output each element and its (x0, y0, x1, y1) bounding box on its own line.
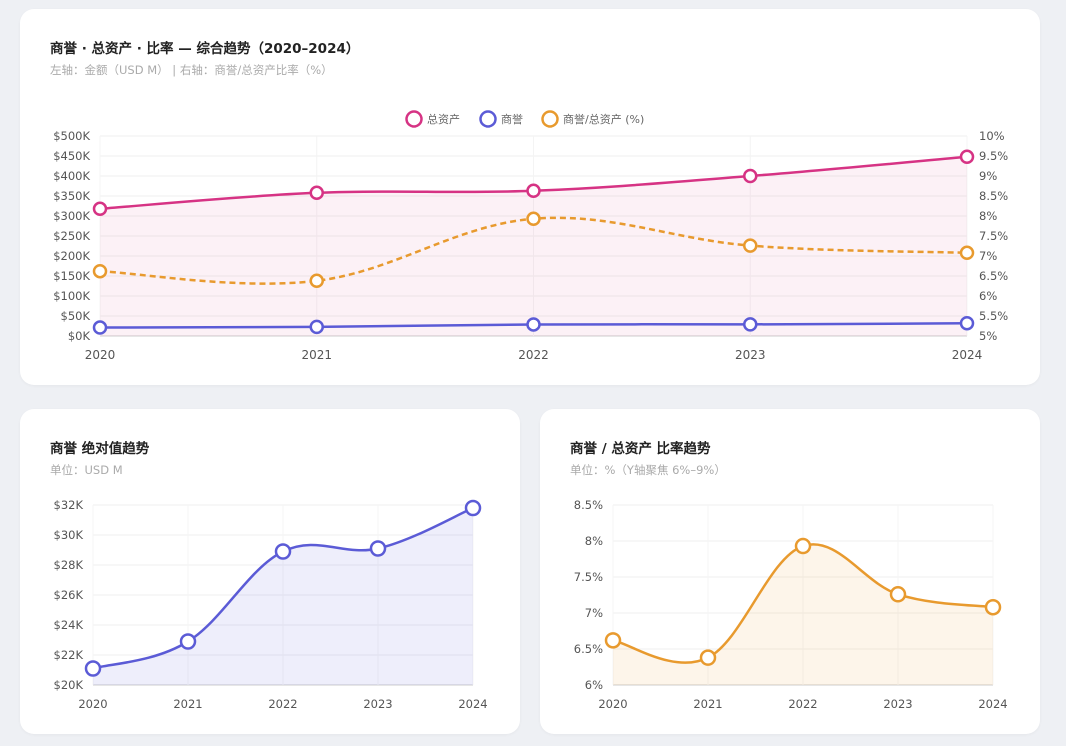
series-area (100, 156, 967, 336)
x-tick-label: 2020 (78, 697, 107, 711)
legend-item: 总资产 (405, 110, 460, 128)
y-left-tick-label: $500K (53, 129, 90, 143)
data-point (794, 537, 812, 555)
data-point (743, 168, 758, 184)
x-tick-label: 2024 (978, 697, 1007, 711)
y-left-tick-label: $250K (53, 229, 90, 243)
series-area (613, 544, 993, 685)
y-tick-label: 6.5% (574, 642, 603, 656)
y-tick-label: $32K (54, 498, 84, 512)
y-right-tick-label: 8% (979, 209, 997, 223)
y-right-tick-label: 8.5% (979, 189, 1008, 203)
y-right-tick-label: 6.5% (979, 269, 1008, 283)
y-right-tick-label: 7.5% (979, 229, 1008, 243)
x-tick-label: 2022 (788, 697, 817, 711)
goodwill-chart-subtitle: 单位：USD M (50, 463, 123, 477)
data-point (959, 149, 975, 165)
goodwill-trend-chart: $20K $22K $24K $26K $28K $30K $32K 2020 2021 2022… (54, 498, 488, 711)
data-point (526, 211, 541, 227)
data-point (309, 185, 324, 201)
data-point (699, 649, 717, 666)
data-point (179, 633, 197, 650)
goodwill-chart-title: 商誉 绝对值趋势 (50, 441, 150, 457)
data-point (526, 183, 541, 199)
y-tick-label: $24K (54, 618, 84, 632)
legend-marker (405, 110, 423, 128)
x-tick-label: 2023 (735, 348, 766, 362)
y-tick-label: 7% (585, 606, 603, 620)
data-point (464, 499, 482, 517)
y-right-tick-label: 5% (979, 329, 997, 343)
y-right-tick-label: 10% (979, 129, 1005, 143)
y-left-tick-label: $200K (53, 249, 90, 263)
data-point (984, 598, 1002, 616)
y-right-tick-label: 5.5% (979, 309, 1008, 323)
ratio-trend-chart: 6% 6.5% 7% 7.5% 8% 8.5% 2020 2021 2022 2023 2024 (574, 498, 1008, 711)
data-point (743, 317, 758, 332)
ratio-trend-card: 商誉 / 总资产 比率趋势 单位：%（Y轴聚焦 6%–9%） 6% 6.5% 7% 7… (540, 409, 1040, 734)
y-tick-label: $22K (54, 648, 84, 662)
data-point (309, 319, 324, 335)
x-tick-label: 2023 (883, 697, 912, 711)
y-left-tick-label: $0K (68, 329, 91, 343)
y-tick-label: 6% (585, 678, 603, 692)
ratio-chart-title: 商誉 / 总资产 比率趋势 (570, 441, 711, 457)
y-right-tick-label: 7% (979, 249, 997, 263)
data-point (274, 543, 292, 560)
y-tick-label: 8.5% (574, 498, 603, 512)
y-left-tick-label: $450K (53, 149, 90, 163)
y-left-tick-label: $50K (61, 309, 91, 323)
data-point (743, 238, 758, 253)
data-point (92, 201, 108, 217)
legend-marker (541, 110, 559, 128)
legend-item: 商誉/总资产 (%) (541, 110, 644, 128)
y-right-tick-label: 9.5% (979, 149, 1008, 163)
y-right-tick-label: 6% (979, 289, 997, 303)
x-tick-label: 2024 (458, 697, 487, 711)
data-point (92, 263, 108, 279)
combined-trend-card: 商誉 · 总资产 · 比率 — 综合趋势（2020–2024） 左轴：金额（US… (20, 9, 1040, 385)
y-tick-label: $30K (54, 528, 84, 542)
ratio-chart-subtitle: 单位：%（Y轴聚焦 6%–9%） (570, 463, 726, 477)
combined-chart-subtitle: 左轴：金额（USD M） | 右轴：商誉/总资产比率（%） (50, 63, 333, 77)
x-tick-label: 2021 (301, 348, 332, 362)
legend-label: 总资产 (427, 112, 460, 126)
data-point (889, 586, 907, 603)
data-point (526, 317, 541, 332)
y-tick-label: 8% (585, 534, 603, 548)
data-point (309, 273, 324, 289)
y-tick-label: $26K (54, 588, 84, 602)
x-tick-label: 2021 (693, 697, 722, 711)
x-tick-label: 2022 (268, 697, 297, 711)
y-left-tick-label: $300K (53, 209, 90, 223)
y-left-tick-label: $400K (53, 169, 90, 183)
data-point (959, 316, 975, 331)
data-point (604, 632, 622, 649)
legend-label: 商誉/总资产 (%) (563, 112, 644, 126)
x-tick-label: 2022 (518, 348, 549, 362)
data-point (959, 245, 975, 261)
legend-label: 商誉 (501, 112, 523, 126)
data-point (92, 320, 108, 335)
y-tick-label: $28K (54, 558, 84, 572)
y-right-tick-label: 9% (979, 169, 997, 183)
data-point (369, 540, 387, 557)
y-left-tick-label: $150K (53, 269, 90, 283)
x-tick-label: 2021 (173, 697, 202, 711)
legend-marker (479, 110, 497, 128)
combined-trend-chart: $0K 5% $50K 5.5% $100K 6% $150K 6.5% $200K 7% $250… (53, 110, 1008, 362)
goodwill-trend-card: 商誉 绝对值趋势 单位：USD M $20K $22K $24K $26K $28K $3… (20, 409, 520, 734)
y-tick-label: 7.5% (574, 570, 603, 584)
y-tick-label: $20K (54, 678, 84, 692)
y-left-tick-label: $100K (53, 289, 90, 303)
legend-item: 商誉 (479, 110, 523, 128)
data-point (84, 660, 102, 677)
x-tick-label: 2020 (598, 697, 627, 711)
y-left-tick-label: $350K (53, 189, 90, 203)
x-tick-label: 2023 (363, 697, 392, 711)
x-tick-label: 2020 (85, 348, 116, 362)
x-tick-label: 2024 (952, 348, 983, 362)
combined-chart-title: 商誉 · 总资产 · 比率 — 综合趋势（2020–2024） (50, 41, 360, 57)
